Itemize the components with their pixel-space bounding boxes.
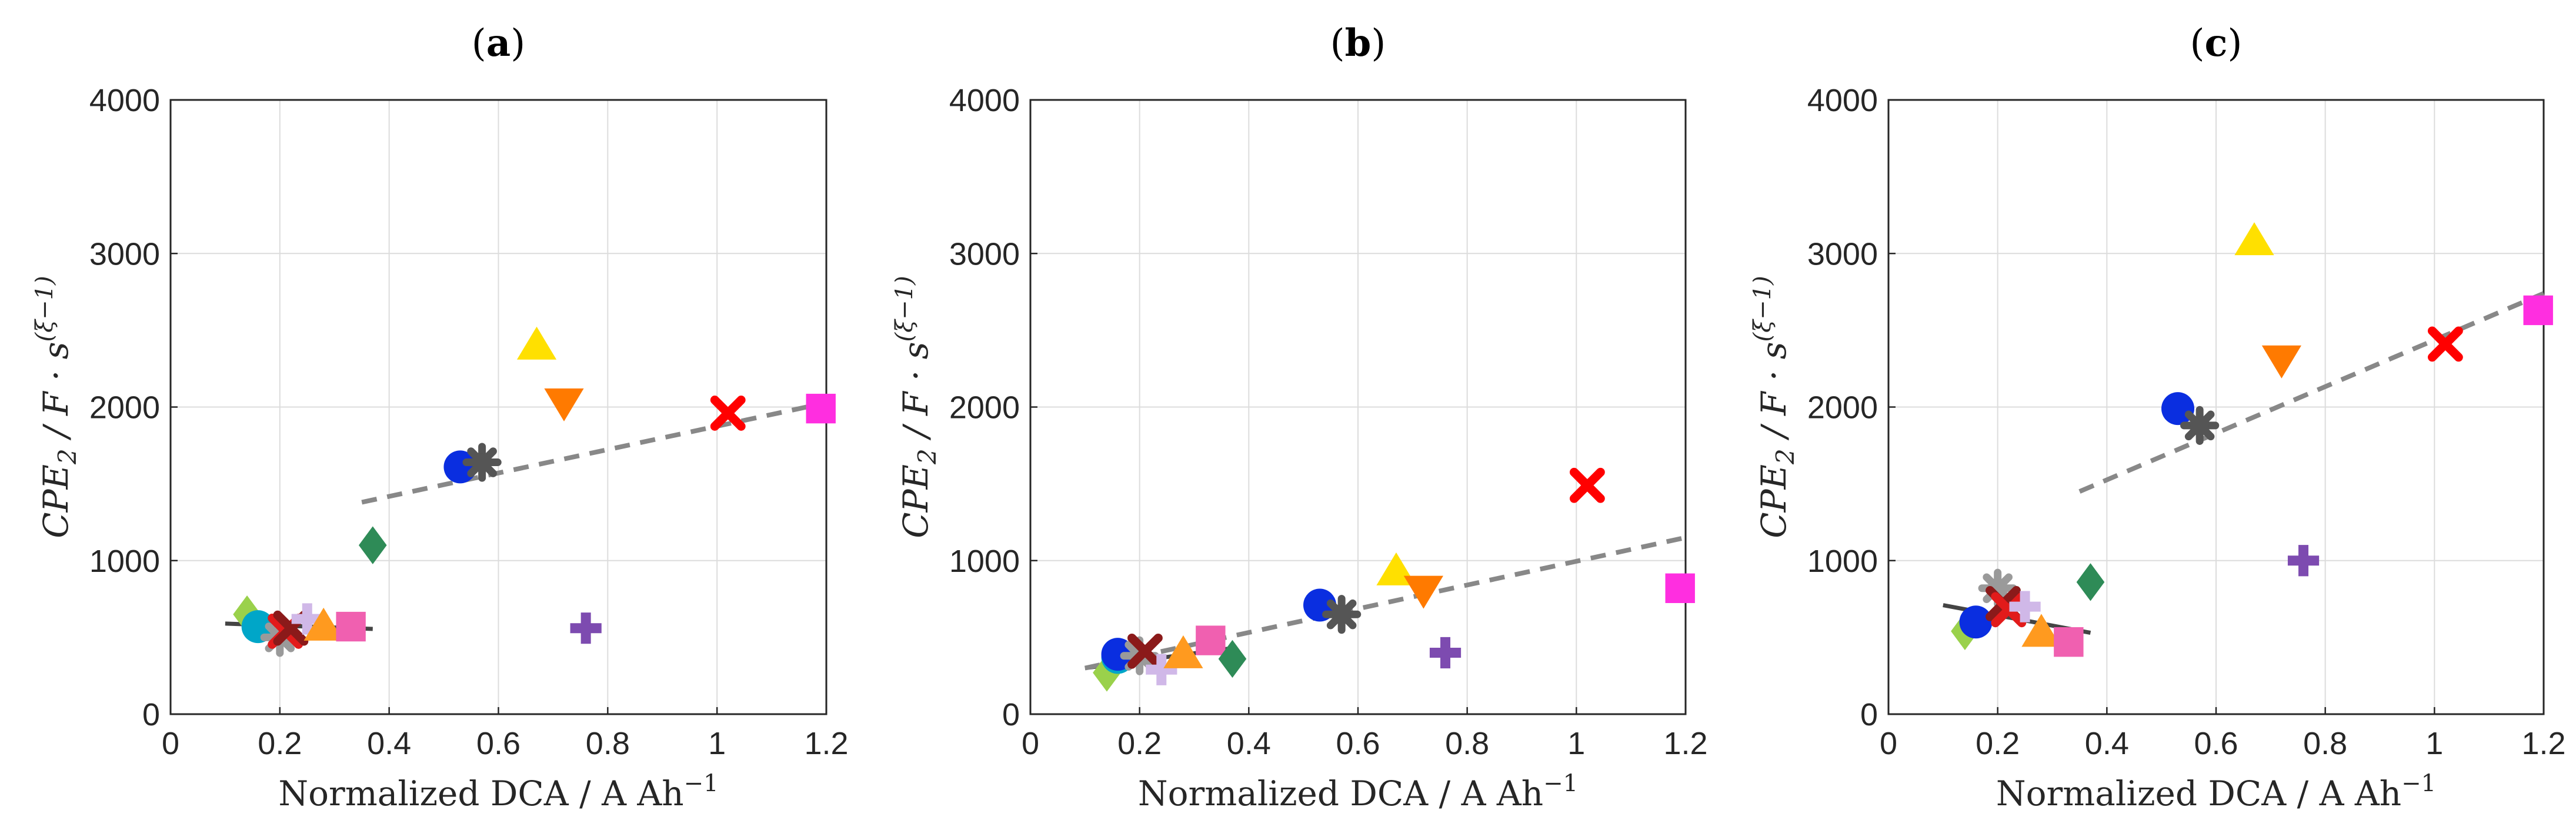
panel-c-y-tick-label: 4000 (1807, 83, 1878, 118)
panel-b-point-plus (1146, 654, 1177, 685)
panel-a-x-tick-label: 0.8 (586, 726, 630, 761)
panel-c-point-star (2180, 406, 2220, 445)
panel-c-x-tick-label: 0.8 (2303, 726, 2347, 761)
panel-b-y-tick-label: 3000 (949, 236, 1020, 272)
panel-b-point-triangle-up (1163, 635, 1203, 668)
panel-a-y-tick-label: 2000 (89, 390, 160, 426)
panel-c-title: (c) (2190, 21, 2243, 65)
panel-a-dashed-fit-line (361, 401, 822, 505)
panel-b-point-x (1127, 633, 1163, 669)
panel-b-x-axis-label: Normalized DCA / A Ah−1 (1138, 770, 1578, 813)
panel-c-point-square (2523, 295, 2553, 326)
panel-c-point-diamond (2076, 563, 2105, 601)
panel-b-point-x (1570, 467, 1605, 503)
panel-c-point-triangle-down (2261, 345, 2301, 379)
panel-a-x-axis-label: Normalized DCA / A Ah−1 (278, 770, 718, 813)
panel-b-title: (b) (1330, 21, 1386, 65)
panel-c-x-tick-label: 1 (2425, 726, 2443, 761)
panel-a-y-tick-label: 1000 (89, 544, 160, 579)
panel-a-x-tick-label: 0.6 (476, 726, 520, 761)
panel-c-point-x (2428, 326, 2463, 362)
panel-c-point-triangle-up (2021, 614, 2061, 647)
panel-b: 0 0.2 0.4 0.6 0.8 1 1.2 0 1000 2000 3000 4000 (b) Nor… (891, 21, 1708, 813)
panel-c-y-tick-label: 3000 (1807, 236, 1878, 272)
panel-c-point-square (2054, 627, 2084, 657)
panel-b-x-tick-label: 0 (1022, 726, 1039, 761)
panel-c-point-circle (1959, 605, 1993, 639)
panel-b-point-square (1196, 625, 1226, 655)
panel-c-point-triangle-up (2234, 222, 2274, 256)
panel-b-point-diamond (1093, 654, 1121, 692)
panel-a-x-tick-label: 0.2 (258, 726, 302, 761)
panel-b-y-tick-label: 2000 (949, 390, 1020, 426)
panel-b-x-tick-label: 1 (1567, 726, 1585, 761)
panel-a-y-tick-label: 0 (142, 697, 160, 732)
panel-a-point-x (710, 396, 746, 431)
panel-a-y-tick-label: 4000 (89, 83, 160, 118)
panel-c-dashed-fit-line (2078, 291, 2545, 494)
panel-b-point-plus (1429, 637, 1461, 669)
panel-c-x-tick-label: 0.2 (1976, 726, 2020, 761)
panel-c-axes-frame (1887, 99, 2545, 715)
panel-b-y-tick-label: 0 (1002, 697, 1020, 732)
panel-b-x-tick-label: 0.4 (1227, 726, 1271, 761)
panel-b-axes-frame (1029, 99, 1687, 715)
panel-a-point-star (462, 443, 502, 482)
panel-c-y-tick-label: 2000 (1807, 390, 1878, 426)
panel-a-title: (a) (472, 21, 525, 65)
panel-b-point-star (1322, 595, 1362, 634)
panel-c-x-tick-label: 0.6 (2194, 726, 2238, 761)
panel-a-point-triangle-up (303, 607, 343, 641)
panel-b-point-diamond (1218, 640, 1247, 678)
panel-b-x-tick-label: 0.6 (1336, 726, 1380, 761)
panel-b-point-triangle-down (1403, 575, 1443, 609)
panel-c-x-tick-label: 0 (1880, 726, 1897, 761)
panel-c-point-x (1991, 592, 2027, 628)
panel-a-point-square (336, 611, 366, 642)
panel-a-point-triangle-up (516, 326, 557, 360)
panel-b-x-tick-label: 0.2 (1117, 726, 1162, 761)
panel-c-point-plus (2287, 545, 2320, 577)
panel-b-y-axis-label: CPE2 / F · s(ξ−1) (891, 276, 942, 538)
panel-a-x-tick-label: 1 (708, 726, 726, 761)
panel-b-x-tick-label: 1.2 (1663, 726, 1707, 761)
panel-b-x-tick-label: 0.8 (1445, 726, 1489, 761)
panel-a-point-triangle-down (544, 388, 584, 421)
panel-b-y-tick-label: 1000 (949, 544, 1020, 579)
panel-a-point-plus (570, 612, 602, 644)
panel-a-x-tick-label: 1.2 (804, 726, 848, 761)
panel-c: 0 0.2 0.4 0.6 0.8 1 1.2 0 1000 2000 3000 4000 (c) Nor… (1749, 21, 2566, 813)
panel-b-point-square (1665, 573, 1695, 603)
panel-c-x-tick-label: 1.2 (2521, 726, 2565, 761)
panel-b-y-tick-label: 4000 (949, 83, 1020, 118)
panel-c-y-axis-label: CPE2 / F · s(ξ−1) (1749, 276, 1800, 538)
panel-a-y-axis-label: CPE2 / F · s(ξ−1) (31, 276, 82, 538)
panel-a-y-tick-label: 3000 (89, 236, 160, 272)
panel-c-point-plus (2009, 591, 2041, 622)
panel-c-y-tick-label: 0 (1860, 697, 1878, 732)
panel-c-y-tick-label: 1000 (1807, 544, 1878, 579)
panel-a-x-tick-label: 0 (162, 726, 179, 761)
panel-a-point-diamond (358, 526, 387, 564)
panel-c-x-tick-label: 0.4 (2085, 726, 2129, 761)
panel-a-point-square (806, 393, 836, 424)
panel-c-x-axis-label: Normalized DCA / A Ah−1 (1996, 770, 2436, 813)
panel-a: 0 0.2 0.4 0.6 0.8 1 1.2 0 1000 2000 3000 4000 (a) Nor… (31, 21, 849, 813)
panel-a-x-tick-label: 0.4 (367, 726, 411, 761)
